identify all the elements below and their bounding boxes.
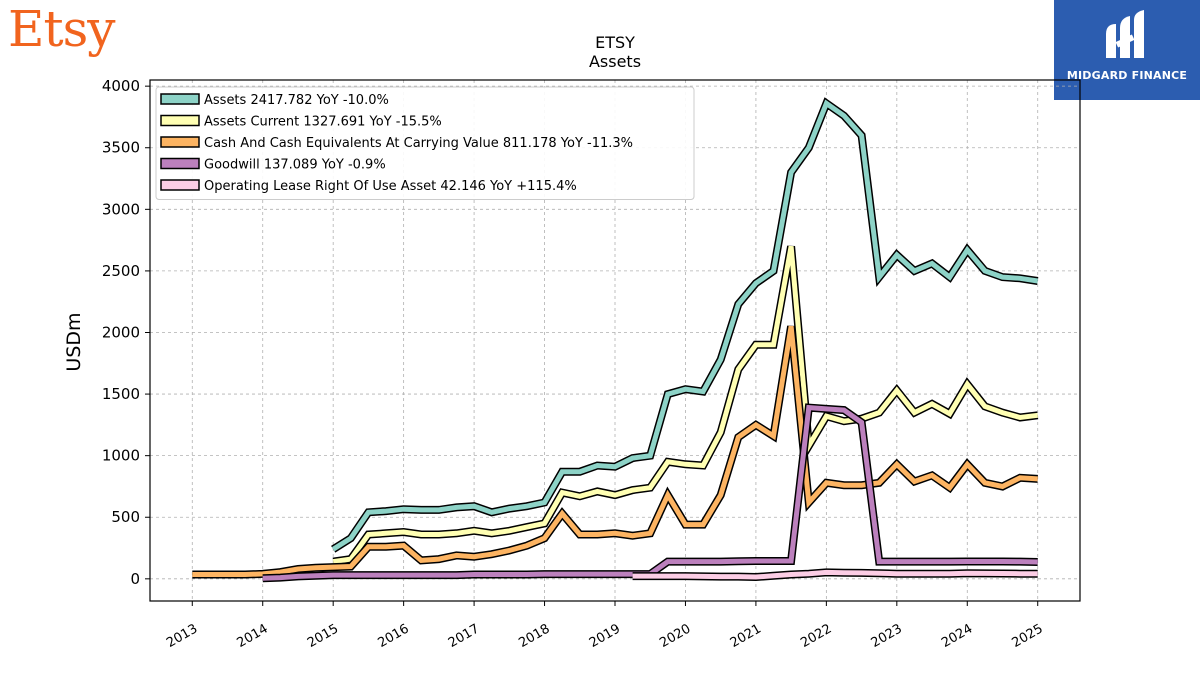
legend-entry: Cash And Cash Equivalents At Carrying Va… [204, 136, 633, 151]
y-tick-label: 500 [111, 508, 140, 526]
x-tick-label: 2016 [375, 621, 411, 651]
y-tick-label: 3000 [102, 200, 140, 218]
x-tick-label: 2019 [587, 621, 623, 651]
y-tick-label: 0 [130, 570, 140, 588]
midgard-finance-badge: MIDGARD FINANCE [1054, 0, 1200, 100]
y-axis-label: USDm [63, 312, 85, 371]
x-tick-label: 2014 [235, 621, 271, 651]
legend-entry: Assets Current 1327.691 YoY -15.5% [204, 115, 442, 130]
x-tick-label: 2015 [305, 621, 341, 651]
series-outline [262, 403, 1038, 583]
midgard-logo-icon [1106, 10, 1144, 58]
x-tick-label: 2025 [1010, 621, 1046, 651]
y-tick-label: 3500 [102, 139, 140, 157]
y-tick-label: 4000 [102, 77, 140, 95]
series-line [332, 245, 1039, 565]
series-line [262, 404, 1038, 581]
x-tick-label: 2023 [869, 621, 905, 651]
y-tick-label: 2000 [102, 323, 140, 341]
legend-swatch [160, 179, 200, 191]
x-tick-label: 2022 [798, 621, 834, 651]
legend-entry: Assets 2417.782 YoY -10.0% [204, 93, 389, 108]
legend: Assets 2417.782 YoY -10.0% Assets Current… [155, 86, 695, 200]
y-tick-label: 1500 [102, 385, 140, 403]
legend-entry: Goodwill 137.089 YoY -0.9% [204, 158, 386, 173]
x-tick-label: 2018 [516, 621, 552, 651]
legend-entry: Operating Lease Right Of Use Asset 42.14… [204, 179, 577, 194]
x-tick-label: 2017 [446, 621, 482, 651]
legend-box [155, 86, 695, 200]
legend-swatch [160, 157, 200, 170]
chart-subtitle: Assets [589, 52, 641, 71]
series-line [331, 99, 1039, 552]
x-tick-label: 2024 [939, 621, 975, 651]
series-line [632, 569, 1038, 580]
legend-swatch [160, 136, 200, 148]
legend-swatch [160, 114, 200, 127]
badge-label: MIDGARD FINANCE [1066, 69, 1188, 82]
etsy-logo: Etsy [8, 0, 115, 58]
x-tick-label: 2013 [164, 621, 200, 651]
legend-swatch [160, 93, 200, 105]
y-tick-label: 2500 [102, 262, 140, 280]
series-lines [192, 97, 1039, 583]
series-line [192, 325, 1038, 577]
x-tick-label: 2021 [728, 621, 764, 651]
x-tick-label: 2020 [657, 621, 693, 651]
chart-title: ETSY [595, 33, 635, 52]
y-tick-label: 1000 [102, 447, 140, 465]
